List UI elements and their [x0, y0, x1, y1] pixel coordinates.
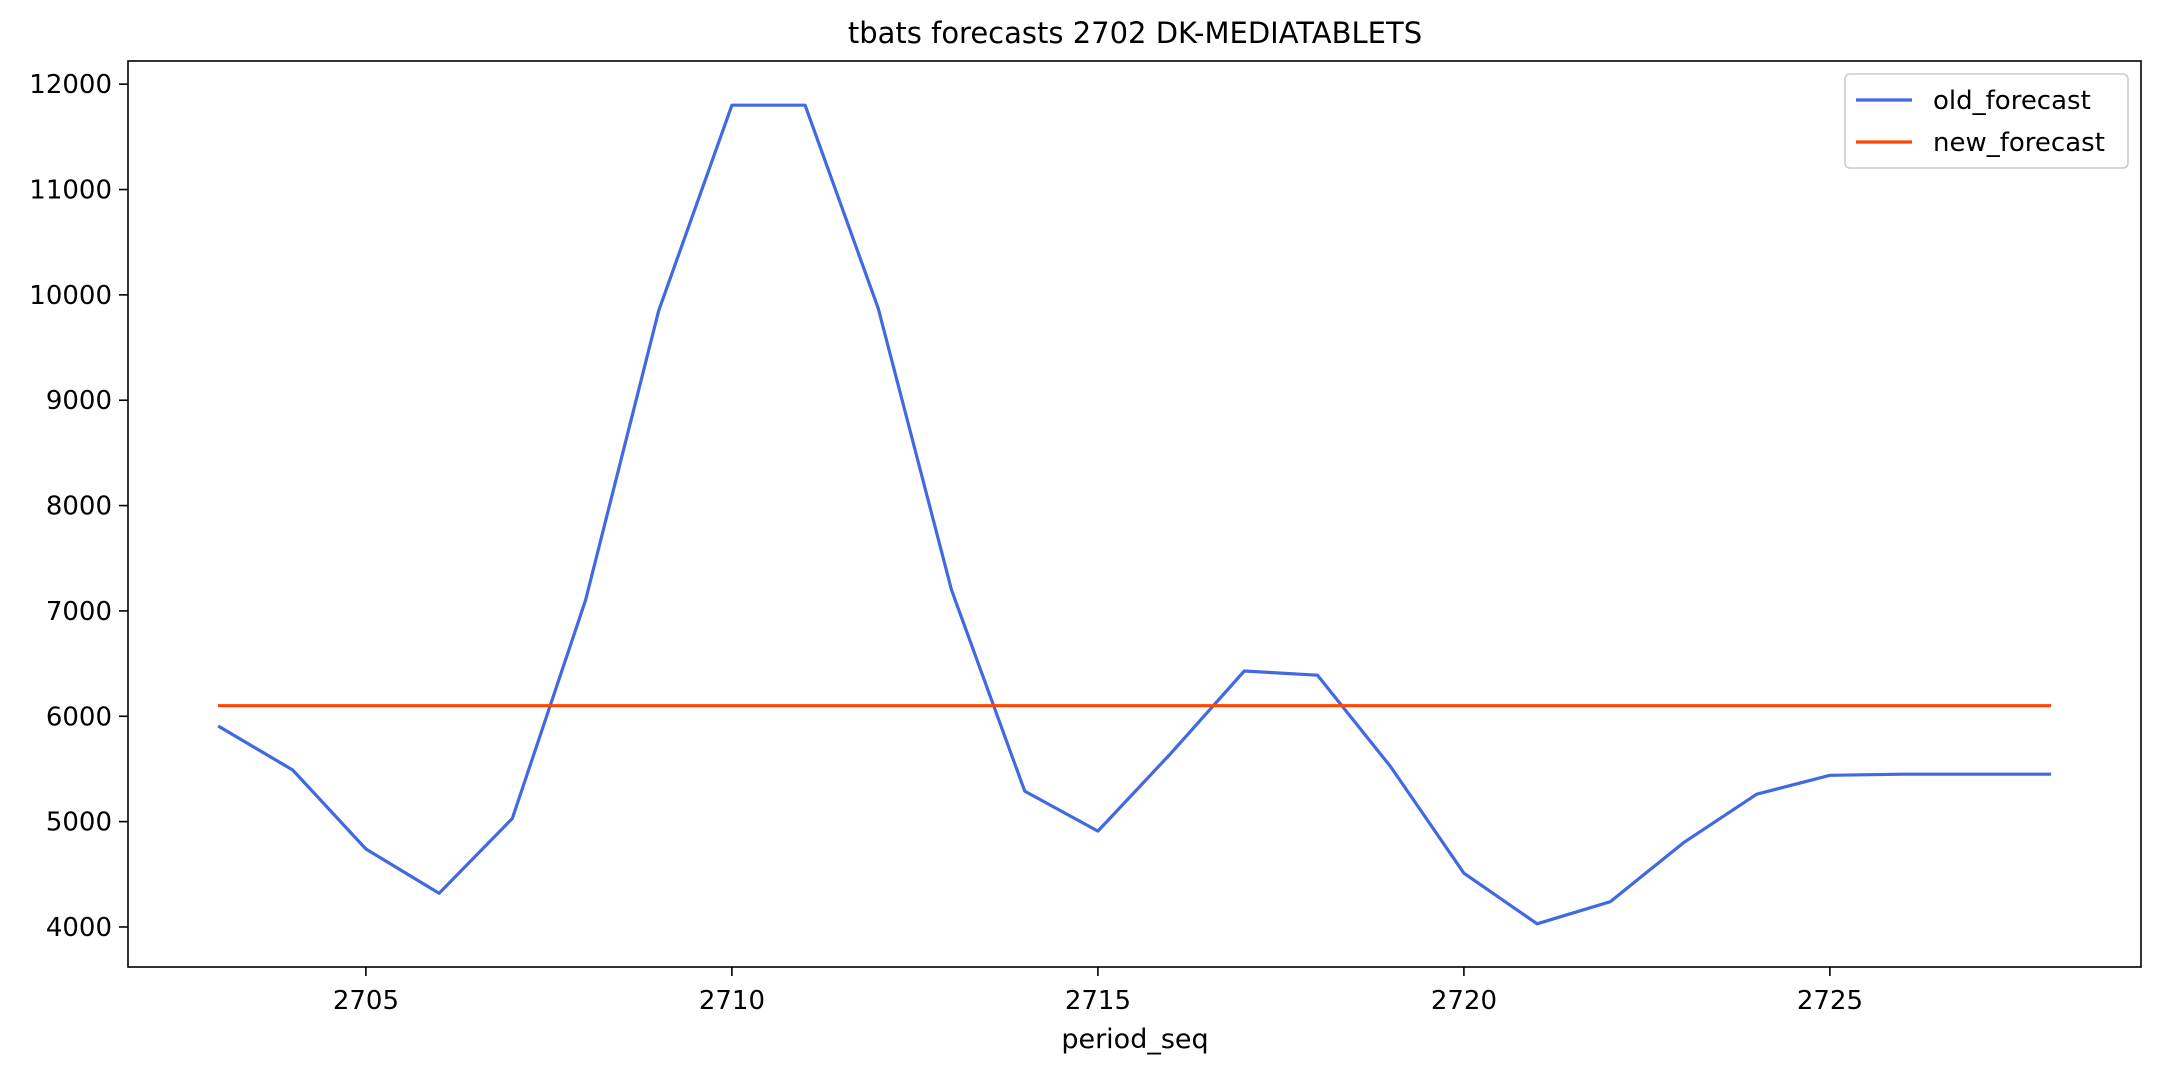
chart-title: tbats forecasts 2702 DK-MEDIATABLETS: [848, 16, 1422, 50]
y-tick-label: 4000: [46, 913, 112, 943]
x-axis-label: period_seq: [1061, 1024, 1208, 1055]
y-tick-label: 5000: [46, 808, 112, 838]
y-tick-label: 11000: [29, 176, 112, 206]
legend-box: [1844, 73, 2129, 169]
y-tick-label: 10000: [29, 281, 112, 311]
legend: old_forecast new_forecast: [1844, 73, 2129, 169]
y-tick-label: 6000: [46, 702, 112, 732]
y-tick-label: 9000: [46, 386, 112, 416]
x-tick-label: 2710: [699, 986, 765, 1016]
series-line-old_forecast: [217, 103, 2052, 926]
x-tick-label: 2725: [1797, 986, 1863, 1016]
legend-label-old_forecast: old_forecast: [1933, 86, 2091, 116]
legend-label-new_forecast: new_forecast: [1933, 128, 2105, 158]
x-axis: 2705 2710 2715 2720 2725: [333, 967, 1863, 1016]
y-axis: 4000 5000 6000 7000 8000 9000 10000 11000 12000: [29, 70, 128, 943]
y-tick-label: 7000: [46, 597, 112, 627]
y-tick-label: 12000: [29, 70, 112, 100]
plot-frame: [127, 60, 2142, 968]
plot-marks: [217, 103, 2052, 926]
y-tick-label: 8000: [46, 492, 112, 522]
x-tick-label: 2715: [1065, 986, 1131, 1016]
x-tick-label: 2705: [333, 986, 399, 1016]
x-tick-label: 2720: [1431, 986, 1497, 1016]
